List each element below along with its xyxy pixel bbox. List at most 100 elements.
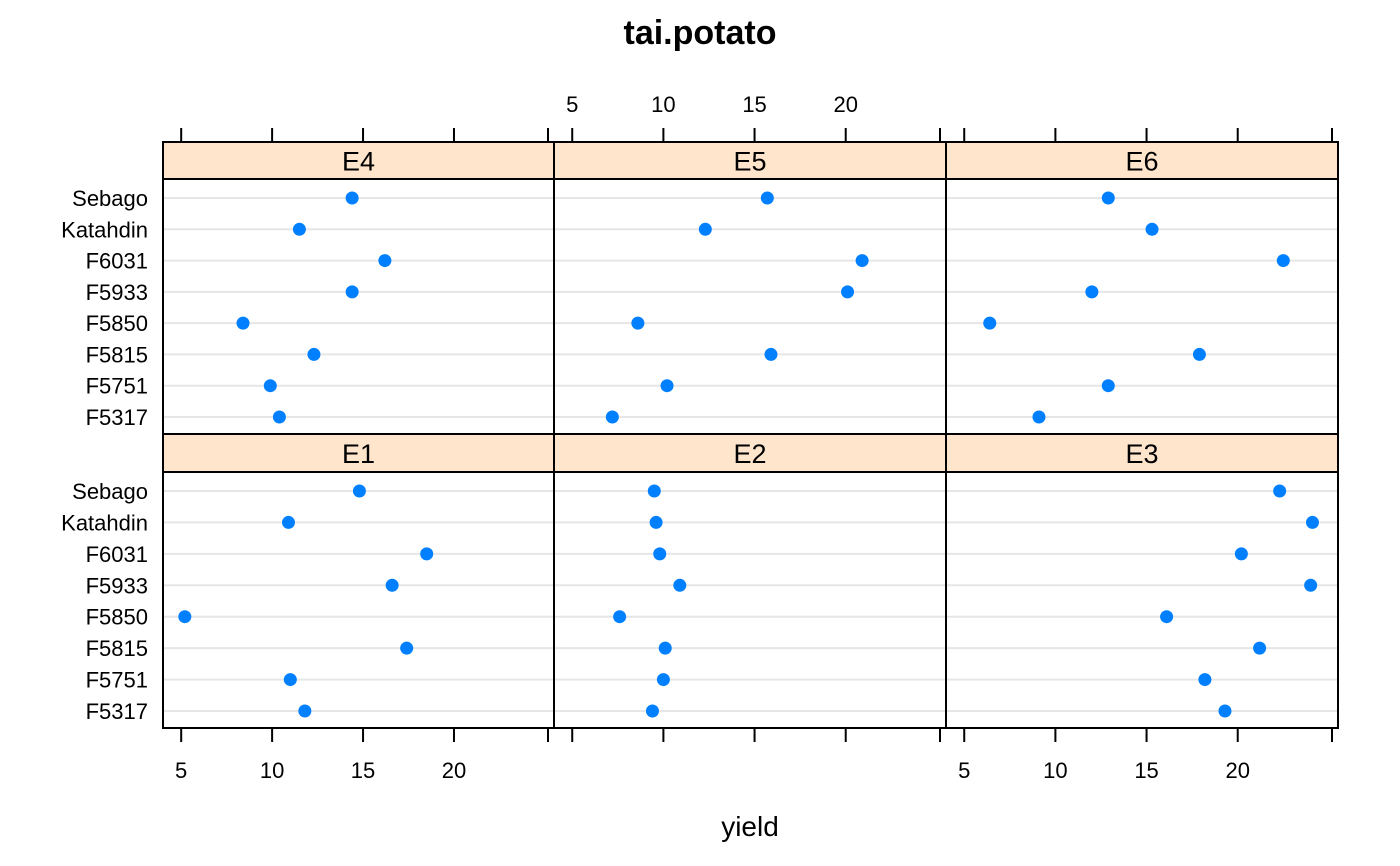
data-point (1218, 704, 1232, 718)
data-point (298, 704, 312, 718)
panel-frame (553, 433, 947, 729)
category-label: Katahdin (61, 510, 148, 535)
data-point (378, 254, 392, 268)
data-point (660, 379, 674, 393)
data-point (292, 222, 306, 236)
panel-frame (162, 433, 555, 729)
data-point (345, 191, 359, 205)
category-label: F5815 (86, 342, 148, 367)
panel-strip (162, 433, 555, 473)
data-point (1234, 547, 1248, 561)
data-point (1032, 410, 1046, 424)
x-tick-label-bottom: 15 (351, 758, 375, 783)
data-point (698, 222, 712, 236)
data-point (236, 316, 250, 330)
data-point (1276, 254, 1290, 268)
panel-strip-label: E4 (342, 147, 375, 177)
data-point (649, 515, 663, 529)
data-point (841, 285, 855, 299)
panel-frame (553, 141, 947, 435)
category-label: F6031 (86, 249, 148, 274)
data-point (605, 410, 619, 424)
data-point (658, 641, 672, 655)
panel-strip-label: E6 (1125, 147, 1158, 177)
data-point (1304, 578, 1318, 592)
data-point (178, 610, 192, 624)
data-point (1198, 673, 1212, 687)
data-point (656, 673, 670, 687)
panel-e2: E2 (553, 433, 947, 729)
category-label: F5751 (86, 374, 148, 399)
category-label: F5815 (86, 636, 148, 661)
category-label: F5850 (86, 605, 148, 630)
panel-e5: E5 (553, 141, 947, 435)
category-label: Sebago (72, 479, 148, 504)
panel-strip (945, 433, 1339, 473)
x-tick-label-bottom: 5 (958, 758, 970, 783)
data-point (673, 578, 687, 592)
category-label: F5850 (86, 311, 148, 336)
data-point (1101, 379, 1115, 393)
panel-frame (945, 433, 1339, 729)
data-point (1305, 515, 1319, 529)
data-point (647, 484, 661, 498)
panel-frame (162, 141, 555, 435)
data-point (1085, 285, 1099, 299)
data-point (760, 191, 774, 205)
x-tick-label-bottom: 10 (260, 758, 284, 783)
data-point (645, 704, 659, 718)
data-point (263, 379, 277, 393)
panel-frame (945, 141, 1339, 435)
data-point (1273, 484, 1287, 498)
data-point (764, 347, 778, 361)
data-point (653, 547, 667, 561)
data-point (272, 410, 286, 424)
x-tick-label-bottom: 20 (442, 758, 466, 783)
category-label: F5317 (86, 699, 148, 724)
category-label: Katahdin (61, 217, 148, 242)
data-point (1145, 222, 1159, 236)
x-tick-label-top: 5 (566, 92, 578, 117)
data-point (983, 316, 997, 330)
data-point (1160, 610, 1174, 624)
panel-strip-label: E3 (1125, 439, 1158, 469)
category-label: F5933 (86, 280, 148, 305)
x-tick-label-top: 20 (833, 92, 857, 117)
data-point (631, 316, 645, 330)
panel-strip-label: E2 (733, 439, 766, 469)
x-tick-label-bottom: 10 (1043, 758, 1067, 783)
data-point (345, 285, 359, 299)
category-label: Sebago (72, 186, 148, 211)
category-label: F5751 (86, 668, 148, 693)
category-label: F5317 (86, 405, 148, 430)
data-point (281, 515, 295, 529)
category-label: F5933 (86, 573, 148, 598)
x-axis-label: yield (721, 811, 779, 842)
data-point (1101, 191, 1115, 205)
x-tick-label-bottom: 15 (1134, 758, 1158, 783)
data-point (1253, 641, 1267, 655)
category-label: F6031 (86, 542, 148, 567)
data-point (420, 547, 434, 561)
data-point (400, 641, 414, 655)
x-tick-label-bottom: 20 (1225, 758, 1249, 783)
panel-e4: E4 (162, 141, 555, 435)
chart-title: tai.potato (624, 14, 777, 52)
panel-e6: E6 (945, 141, 1339, 435)
data-point (613, 610, 627, 624)
x-tick-label-top: 15 (742, 92, 766, 117)
data-point (352, 484, 366, 498)
x-tick-label-top: 10 (651, 92, 675, 117)
data-point (283, 673, 297, 687)
plot-area: E4 E5 E6 E1 E2 E3 F5317 F5751 F5815 F5850 F5933 F60… (61, 92, 1339, 783)
data-point (385, 578, 399, 592)
panel-e3: E3 (945, 433, 1339, 729)
x-tick-label-bottom: 5 (175, 758, 187, 783)
data-point (1192, 347, 1206, 361)
panel-strip-label: E1 (342, 439, 375, 469)
panel-strip-label: E5 (733, 147, 766, 177)
data-point (307, 347, 321, 361)
data-point (855, 254, 869, 268)
panel-e1: E1 (162, 433, 555, 729)
